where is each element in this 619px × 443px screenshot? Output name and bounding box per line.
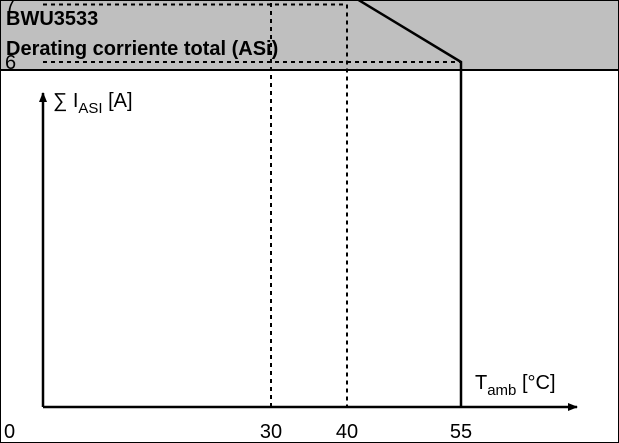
x-tick-labels: 30 40 55	[260, 421, 472, 442]
reference-lines	[43, 1, 462, 407]
x-tick-label: 30	[260, 421, 282, 442]
x-axis-label: Tamb [°C]	[475, 372, 556, 399]
chart-header: BWU3533 Derating corriente total (ASi)	[1, 1, 618, 71]
y-tick-label: 6	[5, 52, 16, 74]
y-tick-label: 7	[5, 1, 16, 17]
chart-subtitle: Derating corriente total (ASi)	[6, 38, 279, 60]
derating-curve	[357, 1, 463, 407]
x-tick-label: 40	[336, 421, 358, 442]
y-axis-label: ∑ IASI [A]	[53, 90, 133, 117]
model-title: BWU3533	[6, 8, 99, 30]
x-tick-label: 55	[450, 421, 472, 442]
origin-label: 0	[4, 421, 15, 442]
y-tick-labels: 678	[5, 1, 16, 74]
